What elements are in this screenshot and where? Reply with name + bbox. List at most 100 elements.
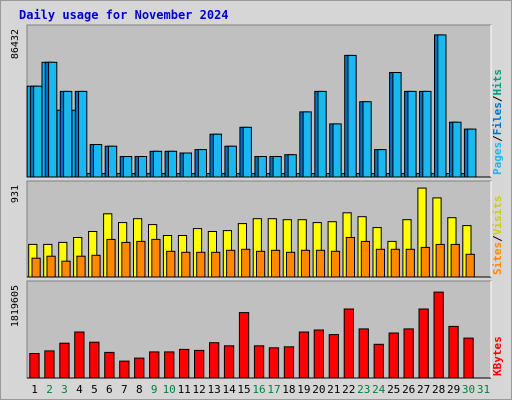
bar-sites-day-17 [271, 249, 281, 278]
bar-sites-day-21 [330, 250, 341, 278]
x-tick-day-27: 27 [417, 383, 430, 396]
bar-pages-day-2 [48, 61, 58, 178]
panel-3: 1819605 KBytes [10, 280, 504, 379]
bar-kbytes-day-27 [418, 308, 429, 379]
bar-pages-day-3 [63, 90, 73, 178]
bar-sites-day-13 [211, 251, 221, 278]
bar-sites-day-15 [241, 248, 251, 278]
bar-kbytes-day-17 [268, 347, 280, 379]
bar-sites-day-6 [106, 238, 116, 278]
bar-pages-day-11 [182, 152, 193, 178]
x-tick-day-11: 11 [178, 383, 191, 396]
bar-pages-day-29 [452, 121, 462, 178]
chart-panels: 86432 Pages/Files/Hits 931 Sites/Visits 1819… [10, 24, 504, 379]
bar-kbytes-day-21 [328, 334, 340, 379]
bar-kbytes-day-25 [388, 332, 399, 379]
x-tick-day-3: 3 [61, 383, 68, 396]
bar-kbytes-day-6 [104, 351, 115, 379]
x-tick-day-23: 23 [357, 383, 370, 396]
bar-kbytes-day-9 [149, 351, 160, 379]
bar-sites-day-18 [286, 251, 296, 278]
x-tick-day-8: 8 [136, 383, 143, 396]
bar-sites-day-5 [91, 254, 101, 278]
x-tick-day-31: 31 [477, 383, 490, 396]
bar-kbytes-day-10 [164, 351, 175, 379]
bar-pages-day-7 [123, 156, 133, 178]
bar-kbytes-day-24 [373, 343, 384, 379]
bar-kbytes-day-11 [179, 348, 190, 379]
bar-pages-day-18 [287, 154, 297, 178]
x-tick-day-12: 12 [192, 383, 205, 396]
bar-sites-day-9 [151, 238, 161, 278]
bar-pages-day-8 [137, 156, 148, 178]
bar-sites-day-30 [465, 253, 475, 278]
bar-pages-day-6 [108, 145, 118, 178]
x-tick-day-6: 6 [106, 383, 113, 396]
bar-pages-day-5 [93, 144, 103, 178]
x-tick-day-2: 2 [46, 383, 53, 396]
panel-max-label: 931 [10, 185, 21, 203]
bar-pages-day-30 [467, 128, 477, 178]
x-tick-day-19: 19 [297, 383, 310, 396]
bar-pages-day-20 [317, 90, 327, 178]
bar-sites-day-27 [420, 246, 430, 278]
x-tick-day-13: 13 [207, 383, 220, 396]
panel-series-label: Sites/Visits [491, 196, 504, 276]
bar-kbytes-day-22 [343, 308, 355, 379]
bar-sites-day-1 [31, 257, 41, 278]
bar-pages-day-10 [167, 150, 178, 178]
bar-kbytes-day-15 [238, 312, 250, 379]
bar-pages-day-13 [212, 133, 223, 178]
bar-sites-day-10 [166, 250, 176, 278]
bar-sites-day-12 [196, 251, 206, 278]
bar-sites-day-14 [226, 249, 236, 278]
bar-sites-day-20 [315, 249, 326, 278]
x-tick-day-5: 5 [91, 383, 98, 396]
bar-kbytes-day-4 [74, 331, 85, 379]
bar-kbytes-day-30 [463, 337, 474, 379]
x-tick-day-7: 7 [121, 383, 128, 396]
bar-kbytes-day-5 [89, 341, 100, 379]
x-tick-day-20: 20 [312, 383, 325, 396]
bar-sites-day-28 [435, 243, 445, 278]
bar-pages-day-15 [242, 126, 252, 178]
panel-series-label: KBytes [491, 336, 504, 376]
x-tick-day-4: 4 [76, 383, 83, 396]
x-tick-day-28: 28 [432, 383, 445, 396]
bar-pages-day-16 [257, 156, 267, 178]
x-tick-day-21: 21 [327, 383, 340, 396]
x-tick-day-29: 29 [447, 383, 460, 396]
bar-sites-day-7 [121, 241, 131, 278]
panel-1: 86432 Pages/Files/Hits [10, 24, 504, 178]
bar-kbytes-day-28 [433, 291, 444, 379]
x-tick-day-22: 22 [342, 383, 355, 396]
x-tick-day-1: 1 [31, 383, 38, 396]
bar-pages-day-1 [33, 85, 43, 178]
bar-pages-day-28 [437, 34, 447, 178]
x-tick-day-24: 24 [372, 383, 386, 396]
bar-kbytes-day-7 [119, 360, 130, 379]
bar-kbytes-day-29 [448, 325, 459, 379]
bar-kbytes-day-23 [358, 328, 369, 379]
bar-sites-day-23 [360, 240, 370, 278]
bar-kbytes-day-3 [59, 342, 70, 379]
chart-title: Daily usage for November 2024 [19, 8, 229, 22]
panel-series-label: Pages/Files/Hits [491, 69, 504, 175]
bar-pages-day-14 [227, 145, 237, 178]
bar-pages-day-4 [78, 90, 88, 178]
bar-sites-day-11 [181, 251, 191, 278]
bar-sites-day-26 [405, 248, 415, 278]
bar-pages-day-27 [422, 90, 432, 178]
panel-max-label: 1819605 [10, 285, 21, 327]
bar-pages-day-24 [377, 149, 387, 178]
bar-sites-day-4 [76, 255, 86, 278]
bar-pages-day-23 [362, 101, 372, 178]
bar-sites-day-3 [61, 260, 71, 278]
x-tick-day-15: 15 [237, 383, 250, 396]
bar-pages-day-22 [347, 54, 357, 178]
x-tick-day-10: 10 [163, 383, 176, 396]
bar-pages-day-12 [197, 149, 208, 178]
bar-sites-day-29 [450, 243, 460, 278]
bar-pages-day-26 [407, 90, 417, 178]
